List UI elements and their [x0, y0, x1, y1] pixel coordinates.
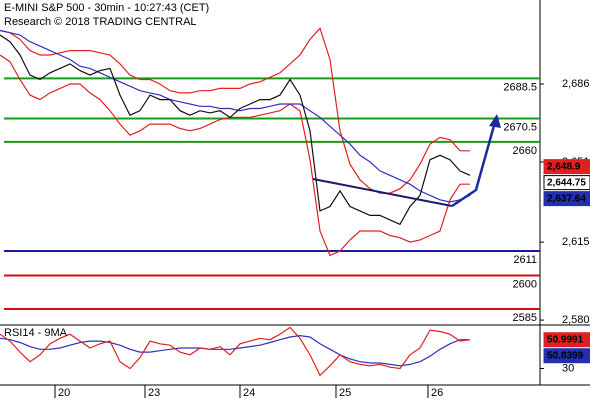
- value-marker: [543, 348, 590, 364]
- value-marker-label: 50.8399: [547, 350, 584, 361]
- x-tick-label: 25: [339, 387, 351, 399]
- value-marker: [543, 175, 590, 191]
- level-label: 2611: [513, 254, 537, 266]
- chart-subtitle: Research © 2018 TRADING CENTRAL: [4, 16, 197, 28]
- value-marker-label: 50.9991: [547, 334, 584, 345]
- value-marker-label: 2,644.75: [547, 177, 586, 188]
- series-line: [0, 27, 470, 194]
- chart-title: E-MINI S&P 500 - 30min - 10:27:43 (CET): [4, 2, 209, 14]
- x-tick-label: 24: [243, 387, 255, 399]
- value-marker: [543, 191, 590, 207]
- value-marker-label: 2,648.9: [547, 161, 581, 172]
- trend-line: [312, 178, 453, 207]
- level-label: 2688.5: [503, 81, 537, 93]
- x-tick-label: 23: [148, 387, 160, 399]
- x-tick-label: 20: [58, 387, 70, 399]
- y-tick-label: 2,686: [562, 78, 590, 90]
- value-marker: [543, 159, 590, 175]
- series-line: [0, 34, 471, 226]
- value-marker-label: 2,637.64: [547, 193, 586, 204]
- level-label: 2670.5: [503, 121, 537, 133]
- y-tick-label: 2,580: [562, 314, 590, 326]
- level-label: 2600: [513, 278, 537, 290]
- x-tick-label: 26: [431, 387, 443, 399]
- series-line: [0, 29, 471, 203]
- y-tick-label: 2,615: [562, 236, 590, 248]
- level-label: 2660: [513, 145, 537, 157]
- y-tick-label: 30: [562, 362, 574, 374]
- level-label: 2585: [513, 312, 537, 324]
- series-line: [0, 54, 470, 257]
- value-marker: [543, 332, 590, 348]
- price-panel: [0, 27, 540, 377]
- arrow-head: [489, 114, 501, 128]
- series-line: [0, 326, 471, 377]
- projection-arrow: [451, 121, 497, 208]
- rsi-title: RSI14 - 9MA: [4, 327, 68, 339]
